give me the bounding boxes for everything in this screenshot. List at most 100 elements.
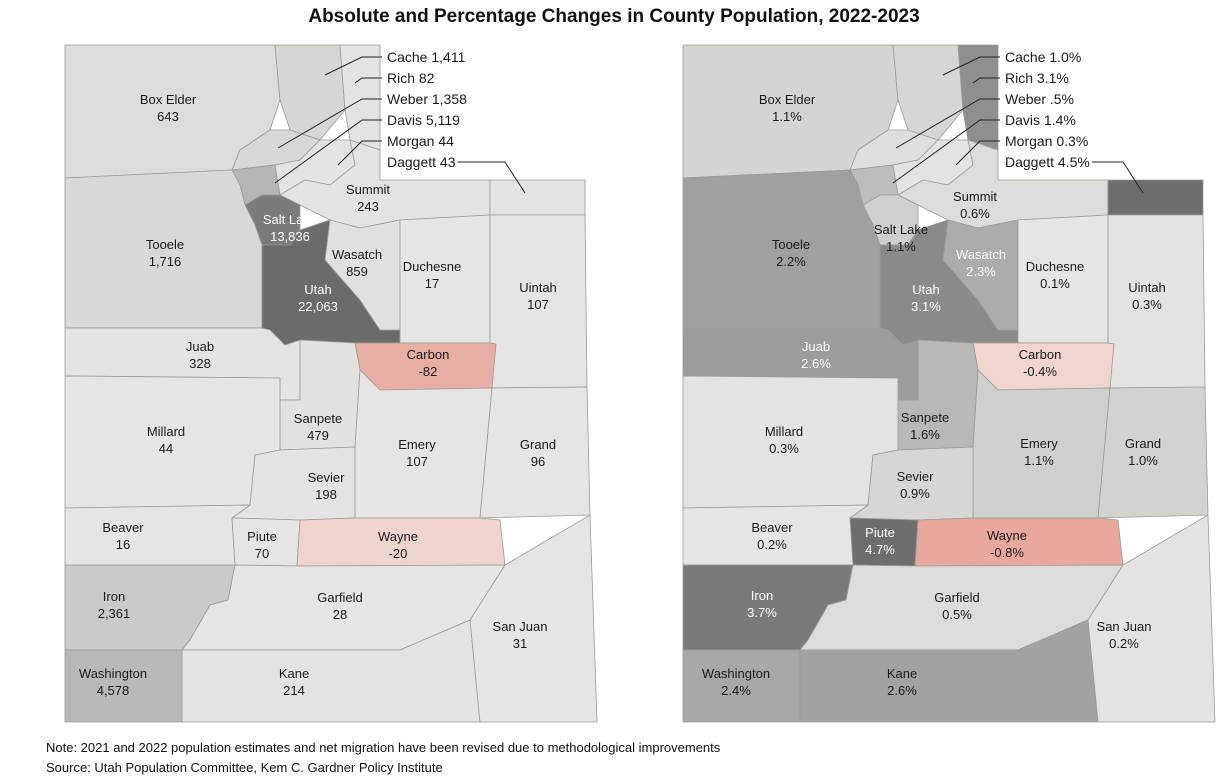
county-value-label: 44 bbox=[159, 441, 173, 456]
county-name-label: Utah bbox=[912, 282, 939, 297]
county-name-label: Sevier bbox=[308, 470, 346, 485]
county-name-label: San Juan bbox=[493, 619, 548, 634]
county-name-label: Tooele bbox=[772, 237, 810, 252]
county-value-label: 1.1% bbox=[1024, 453, 1054, 468]
county-name-label: Garfield bbox=[934, 590, 980, 605]
callout-leader-line bbox=[1091, 161, 1144, 194]
county-name-label: Wasatch bbox=[332, 247, 382, 262]
callout-label-davis: Davis 1.4% bbox=[1005, 112, 1076, 128]
callout-label-weber: Weber .5% bbox=[1005, 91, 1074, 107]
county-value-label: 2.6% bbox=[801, 356, 831, 371]
county-value-label: 1.1% bbox=[886, 239, 916, 254]
county-value-label: 0.3% bbox=[1132, 297, 1162, 312]
county-name-label: Emery bbox=[398, 437, 436, 452]
county-daggett bbox=[489, 179, 586, 216]
county-value-label: 1.1% bbox=[772, 109, 802, 124]
callout-label-rich: Rich 3.1% bbox=[1005, 70, 1069, 86]
county-value-label: 198 bbox=[315, 487, 337, 502]
county-cache bbox=[274, 44, 346, 141]
county-name-label: Kane bbox=[279, 666, 309, 681]
county-daggett bbox=[1107, 179, 1204, 216]
county-name-label: Sevier bbox=[897, 469, 935, 484]
county-grand bbox=[479, 386, 591, 519]
county-name-label: Iron bbox=[103, 589, 125, 604]
county-name-label: Box Elder bbox=[759, 92, 816, 107]
county-value-label: 0.1% bbox=[1040, 276, 1070, 291]
county-wasatch bbox=[324, 219, 401, 331]
county-name-label: Beaver bbox=[102, 520, 144, 535]
source-note: Source: Utah Population Committee, Kem C… bbox=[46, 760, 443, 775]
percent-change-map: Box Elder 1.1% Cache 1.0% Rich 3.1% Weber .5… bbox=[682, 44, 1216, 723]
callout-leader-line bbox=[972, 77, 1000, 84]
county-value-label: 1,716 bbox=[149, 254, 182, 269]
county-name-label: Utah bbox=[304, 282, 331, 297]
county-name-label: Piute bbox=[865, 525, 895, 540]
county-value-label: 643 bbox=[157, 109, 179, 124]
county-value-label: 0.2% bbox=[757, 537, 787, 552]
callout-label-rich: Rich 82 bbox=[387, 70, 435, 86]
callout-leader-line bbox=[895, 98, 1000, 149]
county-name-label: Wayne bbox=[378, 529, 418, 544]
county-name-label: Washington bbox=[702, 666, 770, 681]
callout-label-daggett: Daggett 43 bbox=[387, 154, 456, 170]
county-name-label: Uintah bbox=[519, 280, 557, 295]
county-value-label: 0.6% bbox=[960, 206, 990, 221]
county-value-label: 2.2% bbox=[776, 254, 806, 269]
county-value-label: 2,361 bbox=[98, 606, 131, 621]
callout-label-weber: Weber 1,358 bbox=[387, 91, 467, 107]
county-value-label: 1.6% bbox=[910, 427, 940, 442]
callout-label-daggett: Daggett 4.5% bbox=[1005, 154, 1090, 170]
county-rich bbox=[957, 44, 999, 151]
county-name-label: Washington bbox=[79, 666, 147, 681]
county-value-label: 3.1% bbox=[911, 299, 941, 314]
county-name-label: Grand bbox=[1125, 436, 1161, 451]
county-name-label: Wayne bbox=[987, 528, 1027, 543]
county-value-label: 70 bbox=[255, 546, 269, 561]
county-name-label: Piute bbox=[247, 529, 277, 544]
county-name-label: Beaver bbox=[751, 520, 793, 535]
county-value-label: 107 bbox=[527, 297, 549, 312]
county-name-label: San Juan bbox=[1097, 619, 1152, 634]
county-san-juan bbox=[469, 514, 598, 723]
callout-leader-line bbox=[274, 119, 382, 184]
county-beaver bbox=[682, 504, 870, 566]
county-value-label: -82 bbox=[419, 364, 438, 379]
county-value-label: 479 bbox=[307, 428, 329, 443]
county-name-label: Salt Lake bbox=[263, 212, 317, 227]
county-value-label: 0.9% bbox=[900, 486, 930, 501]
callout-label-morgan: Morgan 0.3% bbox=[1005, 133, 1088, 149]
county-beaver bbox=[64, 504, 252, 566]
county-rich bbox=[339, 44, 381, 151]
callout-leader-line bbox=[337, 140, 382, 166]
county-san-juan bbox=[1087, 514, 1216, 723]
county-name-label: Salt Lake bbox=[874, 222, 928, 237]
callout-leader-line bbox=[354, 77, 382, 84]
callout-leader-line bbox=[892, 119, 1000, 184]
footnote: Note: 2021 and 2022 population estimates… bbox=[46, 740, 721, 755]
county-name-label: Duchesne bbox=[403, 259, 462, 274]
county-value-label: 13,836 bbox=[270, 229, 310, 244]
county-name-label: Juab bbox=[802, 339, 830, 354]
county-name-label: Kane bbox=[887, 666, 917, 681]
county-value-label: 328 bbox=[189, 356, 211, 371]
county-value-label: 243 bbox=[357, 199, 379, 214]
county-value-label: 4,578 bbox=[97, 683, 130, 698]
county-value-label: 2.3% bbox=[966, 264, 996, 279]
callout-label-davis: Davis 5,119 bbox=[387, 112, 460, 128]
county-value-label: -20 bbox=[389, 546, 408, 561]
callout-leader-line bbox=[942, 56, 1000, 76]
county-value-label: 859 bbox=[346, 264, 368, 279]
callout-label-morgan: Morgan 44 bbox=[387, 133, 454, 149]
callout-leader-line bbox=[324, 56, 382, 76]
county-name-label: Carbon bbox=[407, 347, 450, 362]
callout-leader-line bbox=[955, 140, 1000, 166]
county-name-label: Wasatch bbox=[956, 247, 1006, 262]
county-value-label: 2.6% bbox=[887, 683, 917, 698]
county-duchesne bbox=[399, 214, 491, 344]
county-name-label: Emery bbox=[1020, 436, 1058, 451]
county-name-label: Millard bbox=[147, 424, 185, 439]
figure-title: Absolute and Percentage Changes in Count… bbox=[308, 6, 920, 27]
county-name-label: Iron bbox=[751, 588, 773, 603]
callout-box bbox=[999, 44, 1209, 179]
county-value-label: 214 bbox=[283, 683, 305, 698]
